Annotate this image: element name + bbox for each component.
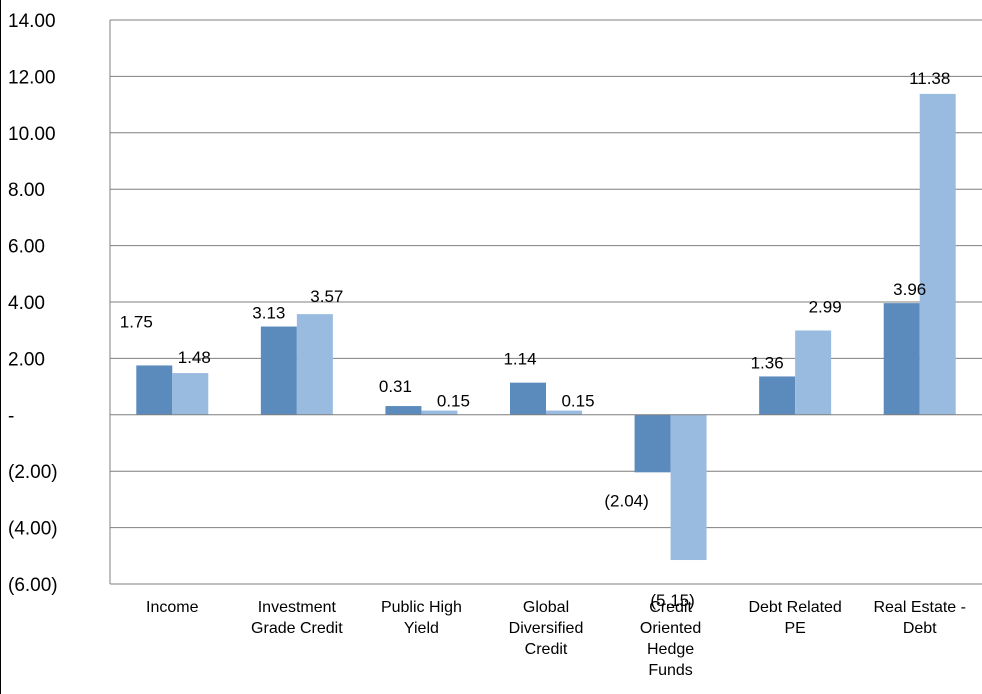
- bar-series-2-cat-2: [296, 314, 333, 415]
- category-label-line: PE: [784, 620, 805, 637]
- bar-series-1-cat-5: [634, 414, 671, 473]
- category-label-line: Credit: [649, 599, 692, 616]
- y-tick-label: 4.00: [8, 293, 45, 314]
- data-label-series-2-cat-1: 1.48: [178, 348, 211, 367]
- data-label-series-2-cat-3: 0.15: [437, 392, 470, 411]
- category-label-line: Debt Related: [748, 599, 841, 616]
- bar-series-1-cat-6: [759, 376, 796, 415]
- category-label-1: Income: [146, 599, 199, 616]
- bar-series-1-cat-3: [385, 406, 422, 415]
- category-label-6: Debt Related PE: [748, 599, 841, 637]
- category-label-line: Grade Credit: [251, 620, 343, 637]
- data-label-series-1-cat-3: 0.31: [379, 377, 412, 396]
- bar-series-1-cat-4: [510, 382, 546, 415]
- category-label-4: Global Diversified Credit: [509, 599, 584, 658]
- y-tick-label: 14.00: [8, 11, 56, 32]
- y-axis-ticks: 14.00 12.00 10.00 8.00 6.00 4.00 2.00 - (2.00) (4…: [8, 11, 58, 596]
- category-label-2: Investment Grade Credit: [251, 599, 343, 637]
- bar-series-2-cat-7: [919, 93, 956, 415]
- category-label-line: Credit: [525, 641, 568, 658]
- y-tick-label: 12.00: [8, 67, 56, 88]
- y-tick-label: 2.00: [8, 349, 45, 370]
- y-tick-label: 8.00: [8, 180, 45, 201]
- y-tick-label: 10.00: [8, 124, 56, 145]
- bar-series-2-cat-4: [546, 410, 582, 415]
- category-label-3: Public High Yield: [381, 599, 462, 637]
- category-label-line: Diversified: [509, 620, 584, 637]
- y-tick-label: (4.00): [8, 519, 58, 540]
- category-label-line: Real Estate -: [873, 599, 965, 616]
- category-label-line: Funds: [648, 662, 692, 679]
- bars: [136, 93, 956, 561]
- data-label-series-1-cat-6: 1.36: [751, 353, 784, 372]
- category-label-line: Investment: [258, 599, 337, 616]
- category-label-line: Global: [523, 599, 569, 616]
- data-label-series-1-cat-4: 1.14: [503, 350, 536, 369]
- bar-series-1-cat-1: [136, 365, 173, 415]
- bar-series-2-cat-3: [421, 410, 458, 415]
- bar-series-2-cat-5: [670, 414, 707, 561]
- data-label-series-2-cat-2: 3.57: [310, 287, 343, 306]
- y-tick-label: 6.00: [8, 237, 45, 258]
- category-label-line: Public High: [381, 599, 462, 616]
- category-label-5: Credit Oriented Hedge Funds: [640, 599, 701, 679]
- data-label-series-2-cat-5: (5.15): [650, 591, 694, 610]
- data-labels: 1.75 1.48 3.13 3.57 0.31 0.15 1.14 0.15 (2.04) (5…: [120, 69, 951, 610]
- category-label-line: Oriented: [640, 620, 701, 637]
- grid-lines: [110, 19, 982, 585]
- data-label-series-1-cat-1: 1.75: [120, 312, 153, 331]
- bar-series-1-cat-7: [883, 303, 920, 415]
- category-labels: Income Investment Grade Credit Public High Y…: [146, 599, 966, 679]
- y-tick-label: (2.00): [8, 462, 58, 483]
- y-tick-label: (6.00): [8, 575, 58, 596]
- category-label-line: Income: [146, 599, 199, 616]
- y-tick-label: -: [8, 406, 14, 427]
- category-label-line: Hedge: [647, 641, 694, 658]
- data-label-series-1-cat-2: 3.13: [252, 304, 285, 323]
- data-label-series-2-cat-4: 0.15: [561, 392, 594, 411]
- bar-series-1-cat-2: [260, 326, 297, 415]
- category-label-7: Real Estate - Debt: [873, 599, 965, 637]
- category-label-line: Yield: [404, 620, 439, 637]
- bar-series-2-cat-6: [795, 330, 832, 415]
- data-label-series-2-cat-7: 11.38: [909, 69, 950, 88]
- data-label-series-1-cat-7: 3.96: [893, 280, 926, 299]
- data-label-series-1-cat-5: (2.04): [604, 491, 648, 510]
- category-label-line: Debt: [903, 620, 937, 637]
- data-label-series-2-cat-6: 2.99: [809, 297, 842, 316]
- bar-series-2-cat-1: [172, 373, 209, 415]
